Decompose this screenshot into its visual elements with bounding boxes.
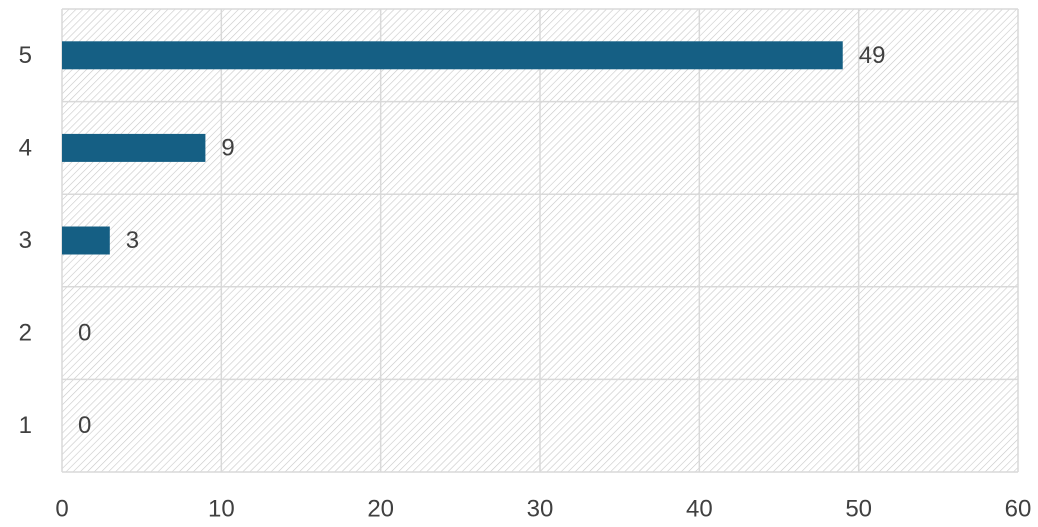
x-tick-label-50: 50	[845, 496, 872, 523]
y-tick-label-1: 1	[19, 412, 32, 439]
y-tick-label-3: 3	[19, 227, 32, 254]
y-tick-label-5: 5	[19, 42, 32, 69]
x-tick-label-60: 60	[1005, 496, 1032, 523]
data-label-5: 49	[859, 42, 886, 69]
bar-5	[62, 41, 843, 70]
x-tick-label-30: 30	[527, 496, 554, 523]
x-tick-label-0: 0	[55, 496, 68, 523]
y-tick-label-2: 2	[19, 320, 32, 347]
x-tick-label-40: 40	[686, 496, 713, 523]
data-labels: 0 0 3 9 49	[78, 42, 885, 439]
data-label-2: 0	[78, 320, 91, 347]
y-axis-tick-labels: 1 2 3 4 5	[19, 42, 32, 439]
x-tick-label-20: 20	[367, 496, 394, 523]
gridlines	[61, 8, 1019, 473]
data-label-1: 0	[78, 412, 91, 439]
x-tick-label-10: 10	[208, 496, 235, 523]
bar-3	[62, 226, 110, 255]
x-axis-tick-labels: 0 10 20 30 40 50 60	[55, 496, 1031, 523]
bar-4	[62, 133, 206, 162]
y-tick-label-4: 4	[19, 134, 32, 161]
bars	[62, 41, 843, 255]
data-label-4: 9	[221, 134, 234, 161]
data-label-3: 3	[126, 227, 139, 254]
